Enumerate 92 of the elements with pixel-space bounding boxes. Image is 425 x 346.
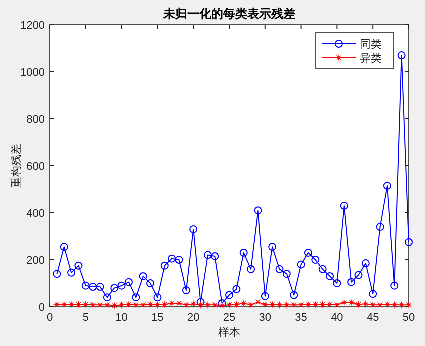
point — [261, 300, 270, 309]
point — [240, 299, 248, 308]
x-tick-label: 50 — [402, 312, 416, 324]
point — [247, 301, 256, 310]
x-tick-label: 25 — [223, 312, 236, 324]
point — [124, 278, 133, 286]
point — [290, 291, 298, 300]
point — [103, 294, 112, 302]
point — [96, 301, 104, 310]
y-tick-label: 200 — [26, 255, 45, 267]
point — [340, 202, 348, 210]
point — [118, 282, 126, 290]
point — [254, 298, 262, 306]
point — [354, 271, 363, 280]
point — [390, 282, 399, 290]
point — [154, 294, 162, 302]
point — [139, 272, 148, 280]
point — [110, 284, 119, 292]
point — [240, 248, 248, 257]
point — [196, 298, 205, 306]
point — [354, 300, 363, 309]
x-tick-label: 40 — [331, 312, 344, 324]
y-tick-label: 1000 — [20, 67, 45, 79]
x-tick-label: 30 — [259, 312, 272, 324]
x-tick-label: 20 — [187, 312, 200, 324]
point — [146, 280, 155, 288]
point — [333, 301, 342, 310]
point — [247, 265, 256, 274]
point — [226, 291, 234, 300]
point — [254, 206, 262, 215]
point — [218, 299, 226, 308]
point — [362, 260, 370, 268]
point — [326, 272, 334, 280]
x-tick-label: 0 — [46, 312, 54, 324]
point — [82, 282, 90, 290]
point — [175, 256, 184, 264]
point — [89, 283, 98, 292]
point — [196, 301, 205, 310]
point — [132, 294, 140, 302]
point — [383, 182, 392, 190]
point — [118, 301, 126, 310]
point — [60, 243, 68, 252]
point — [211, 252, 220, 260]
y-tick-label: 0 — [38, 302, 45, 314]
point — [182, 286, 190, 295]
chart-title: 未归一化的每类表示残差 — [162, 7, 296, 21]
point — [261, 292, 270, 300]
point — [232, 300, 241, 309]
point — [340, 298, 348, 307]
point — [398, 52, 406, 60]
x-tick-label: 45 — [366, 312, 380, 324]
x-tick-label: 35 — [295, 312, 308, 324]
point — [268, 243, 277, 252]
x-tick-label: 10 — [116, 312, 128, 324]
point — [96, 283, 104, 292]
y-tick-label: 1200 — [20, 20, 45, 32]
point — [204, 251, 212, 260]
point — [276, 265, 284, 274]
point — [226, 301, 234, 310]
point — [282, 270, 291, 278]
point — [211, 301, 220, 310]
point — [312, 256, 320, 264]
point — [168, 254, 176, 263]
point — [190, 300, 198, 308]
point — [154, 301, 162, 310]
point — [74, 262, 83, 270]
point — [190, 225, 198, 234]
point — [348, 278, 356, 286]
point — [68, 268, 76, 277]
legend-label: 异类 — [360, 52, 382, 65]
x-tick-label: 5 — [82, 312, 89, 324]
point — [376, 223, 384, 232]
y-tick-label: 800 — [26, 114, 45, 126]
point — [53, 270, 62, 278]
point — [333, 280, 342, 288]
x-tick-label: 15 — [152, 312, 164, 324]
point — [160, 262, 169, 270]
point — [232, 285, 241, 294]
point — [405, 238, 413, 246]
point — [304, 248, 312, 257]
legend-label: 同类 — [360, 38, 382, 51]
point — [297, 260, 306, 269]
point — [348, 298, 356, 307]
point — [182, 301, 190, 310]
point — [276, 301, 284, 310]
y-tick-label: 600 — [26, 161, 45, 173]
point — [318, 265, 327, 274]
x-axis-title: 样本 — [218, 326, 240, 339]
y-axis-title: 重构残差 — [10, 144, 23, 188]
point — [405, 301, 413, 310]
point — [369, 290, 378, 298]
y-tick-label: 400 — [26, 208, 45, 220]
